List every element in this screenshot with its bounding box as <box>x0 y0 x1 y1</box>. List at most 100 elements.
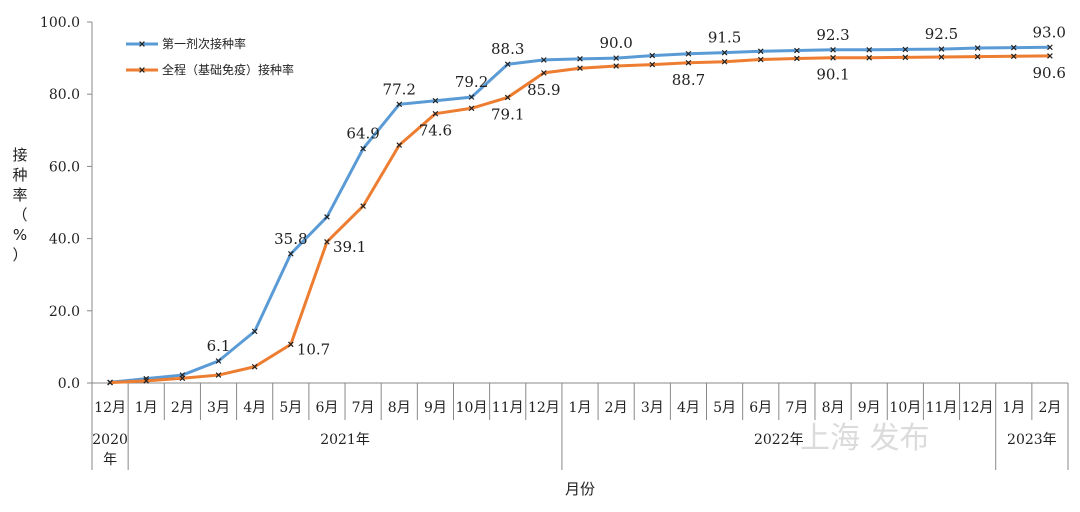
data-point-mark <box>287 250 294 257</box>
data-point-mark <box>396 142 403 148</box>
data-point-mark <box>685 50 692 57</box>
data-label: 88.3 <box>491 40 524 58</box>
data-point-mark <box>649 61 656 68</box>
x-month-label: 1月 <box>569 400 592 416</box>
data-point-mark <box>757 56 764 63</box>
data-point-mark <box>541 70 547 76</box>
data-label: 93.0 <box>1033 23 1066 41</box>
data-point <box>757 48 764 55</box>
data-label: 64.9 <box>346 125 379 143</box>
x-month-label: 2月 <box>171 400 194 416</box>
data-point <box>613 63 619 69</box>
data-point <box>794 47 800 54</box>
data-point-mark <box>902 54 909 61</box>
data-point <box>577 65 583 72</box>
watermark: 上海 发布 <box>800 421 930 456</box>
data-point-mark <box>1047 44 1053 51</box>
x-categories: 12月 1月 2月 3月 4月 5月 6月 7月 8月 9月 10月 11月 12月 1月 2月 3月 4月 5月… <box>91 383 1069 470</box>
data-labels: 6.1 35.8 64.9 77.2 79.288.3 90.0 91.5 92.3 92.5 9… <box>207 23 1066 358</box>
data-point <box>902 46 909 53</box>
data-point <box>215 372 222 378</box>
x-month-label: 3月 <box>207 400 230 416</box>
data-point <box>757 56 764 63</box>
axes <box>91 22 1068 384</box>
data-point-mark <box>1010 53 1017 60</box>
data-point-mark <box>287 341 294 348</box>
data-point <box>902 54 909 61</box>
year-label: 2022年 <box>754 432 804 448</box>
data-label: 77.2 <box>383 80 416 98</box>
data-point-mark <box>830 54 836 61</box>
y-axis-title-char: 率 <box>12 186 27 204</box>
data-point <box>938 46 945 52</box>
x-month-label: 2月 <box>605 400 628 416</box>
data-point-mark <box>938 54 945 60</box>
data-label: 85.9 <box>527 81 560 99</box>
data-point <box>1010 44 1017 51</box>
data-point-mark <box>143 378 150 384</box>
data-point <box>1047 53 1053 59</box>
data-point <box>974 45 981 51</box>
data-point <box>721 58 728 65</box>
data-label: 79.1 <box>491 105 524 123</box>
y-axis-title-char: （ <box>12 206 27 224</box>
data-point <box>287 341 294 348</box>
data-point <box>649 52 656 59</box>
data-point-mark <box>251 363 258 370</box>
data-point-mark <box>794 55 800 62</box>
x-month-label: 2月 <box>1038 400 1061 416</box>
data-point <box>794 55 800 62</box>
year-label-suffix: 年 <box>103 452 117 468</box>
data-point <box>468 94 475 100</box>
data-label: 10.7 <box>297 340 330 358</box>
data-label: 79.2 <box>455 73 488 91</box>
data-point-mark <box>360 203 366 209</box>
data-label: 92.5 <box>925 25 958 43</box>
data-point-mark <box>721 58 728 65</box>
data-point <box>324 214 330 220</box>
data-point-mark <box>613 63 619 69</box>
x-month-label: 7月 <box>352 400 375 416</box>
data-point-mark <box>215 372 222 378</box>
data-point <box>830 54 836 61</box>
data-point <box>287 250 294 257</box>
data-point-mark <box>649 52 656 59</box>
x-month-label: 4月 <box>677 400 700 416</box>
data-point-mark <box>107 379 113 386</box>
data-point <box>866 54 873 61</box>
data-point-mark <box>577 65 583 72</box>
x-axis-title: 月份 <box>565 480 595 498</box>
x-month-label: 12月 <box>94 400 126 416</box>
data-point <box>324 239 330 245</box>
data-point-mark <box>468 105 475 112</box>
data-label: 88.7 <box>672 71 705 89</box>
data-point <box>179 375 186 382</box>
legend-label: 全程（基础免疫）接种率 <box>162 62 294 77</box>
data-point-mark <box>324 214 330 220</box>
data-point-mark <box>830 46 836 53</box>
data-point-mark <box>974 45 981 51</box>
data-point <box>721 49 728 56</box>
x-month-label: 9月 <box>424 400 447 416</box>
year-label: 2021年 <box>320 432 370 448</box>
data-label: 35.8 <box>274 230 307 248</box>
data-point <box>938 54 945 60</box>
data-point-mark <box>866 54 873 61</box>
data-label: 74.6 <box>419 122 452 140</box>
y-axis-title-char: 种 <box>12 166 27 184</box>
data-point <box>251 328 258 335</box>
x-month-label: 4月 <box>243 400 266 416</box>
data-point-mark <box>468 94 475 100</box>
y-ticks: 0.0 20.0 40.0 60.0 80.0 100.0 <box>40 15 92 392</box>
series-lines <box>107 44 1053 386</box>
data-point-mark <box>324 239 330 245</box>
data-point-mark <box>757 48 764 55</box>
data-point <box>974 53 981 60</box>
x-month-label: 6月 <box>749 400 772 416</box>
x-month-label: 12月 <box>962 400 994 416</box>
data-point <box>649 61 656 68</box>
x-month-label: 10月 <box>456 400 488 416</box>
data-point <box>396 142 403 148</box>
data-label: 90.6 <box>1033 64 1066 82</box>
x-month-label: 1月 <box>1002 400 1025 416</box>
